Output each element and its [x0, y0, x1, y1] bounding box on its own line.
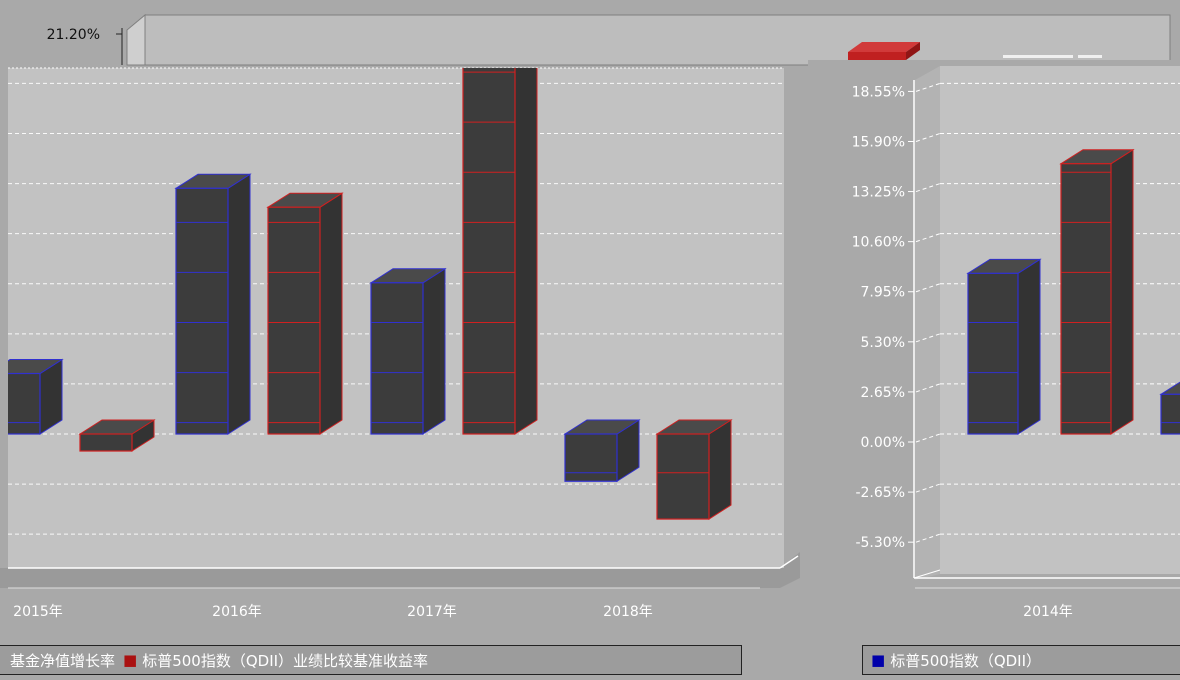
y-tick-label: 18.55%: [852, 84, 905, 100]
legend-label-right: 标普500指数（QDII）: [890, 651, 1042, 670]
legend-label-series2: 标普500指数（QDII）业绩比较基准收益率: [142, 651, 429, 670]
y-tick-label: 10.60%: [852, 235, 905, 251]
bar-2014年-s1: [966, 258, 1042, 435]
x-tick-label: 2018年: [603, 604, 653, 620]
y-tick-label: 5.30%: [861, 335, 905, 351]
bar-2014年-s2-side: [1110, 148, 1134, 435]
right-chart: 18.55% 15.90% 13.25% 10.60% 7.95% 5.30% 2.65% 0…: [808, 60, 1180, 620]
bar-2017年-s2-side: [514, 68, 538, 435]
bar-partial-next: [1159, 381, 1180, 435]
bar-2015年-s2-front: [79, 433, 133, 452]
x-tick-label: 2014年: [1023, 604, 1073, 620]
y-tick-label: 7.95%: [861, 285, 905, 301]
left-chart: 2015年 2016年 2017年 2018年: [0, 67, 800, 620]
y-tick-label: 15.90%: [852, 134, 905, 150]
x-tick-label: 2017年: [407, 604, 457, 620]
bar-2016年-s2: [266, 192, 344, 435]
bar-2015年-s1: [8, 358, 64, 435]
legend-right: ■ 标普500指数（QDII）: [862, 645, 1180, 675]
legend-label-series1: 基金净值增长率: [10, 651, 116, 670]
bar-2017年-s1-front: [370, 282, 424, 435]
bar-2016年-s1-front: [175, 187, 229, 435]
bar-2015年-s1-front: [8, 372, 41, 435]
x-tick-label: 2016年: [212, 604, 262, 620]
grid-line-side: [915, 283, 941, 293]
bar-partial-next-front: [1160, 393, 1180, 435]
left-bars-group: [8, 68, 733, 520]
bar-2016年-s1-side: [227, 173, 251, 435]
bar-2018年-s2-front: [656, 433, 710, 520]
bar-2017年-s2: [462, 68, 538, 435]
y-tick-label: 13.25%: [852, 185, 905, 201]
bar-2014年-s1-front: [967, 272, 1019, 435]
bar-2017年-s1-side: [422, 267, 446, 435]
grid-line-side: [915, 233, 941, 243]
grid-line-side: [915, 483, 941, 493]
grid-line-side: [915, 433, 941, 443]
bar-2017年-s2-front: [462, 68, 516, 435]
right-bars-group: [966, 148, 1180, 435]
bar-2018年-s1: [563, 419, 641, 483]
bar-2017年-s1: [369, 267, 447, 435]
y-tick-label: -5.30%: [855, 535, 905, 551]
y-tick-label: 21.20%: [47, 27, 100, 43]
grid-line-side: [915, 533, 941, 543]
grid-line-side: [915, 82, 941, 92]
grid-line-side: [915, 333, 941, 343]
grid-line-side: [915, 383, 941, 393]
y-tick-label: -2.65%: [855, 485, 905, 501]
back-bar: [848, 42, 920, 60]
bar-2014年-s1-side: [1017, 258, 1041, 435]
legend-swatch-right: ■: [871, 651, 886, 669]
bar-2015年-s2: [78, 419, 156, 452]
bar-2016年-s2-side: [319, 192, 343, 435]
legend-swatch-series2: ■: [123, 651, 138, 669]
bar-2018年-s1-front: [564, 433, 618, 482]
x-tick-label: 2015年: [13, 604, 63, 620]
back-chart-panel: 21.20%: [47, 13, 1171, 66]
bar-2016年-s1: [174, 173, 252, 435]
bar-2018年-s2: [655, 419, 733, 520]
bar-2018年-s2-side: [708, 419, 732, 520]
bar-partial-next-top: [1159, 381, 1180, 395]
y-tick-label: 0.00%: [861, 435, 905, 451]
legend-main: 基金净值增长率 ■ 标普500指数（QDII）业绩比较基准收益率: [0, 645, 742, 675]
bar-2014年-s2: [1059, 148, 1135, 435]
grid-line-side: [915, 133, 941, 142]
y-tick-label: 2.65%: [861, 385, 905, 401]
bar-2016年-s2-front: [267, 206, 321, 435]
grid-line-side: [915, 183, 941, 193]
bar-2014年-s2-front: [1060, 163, 1112, 435]
